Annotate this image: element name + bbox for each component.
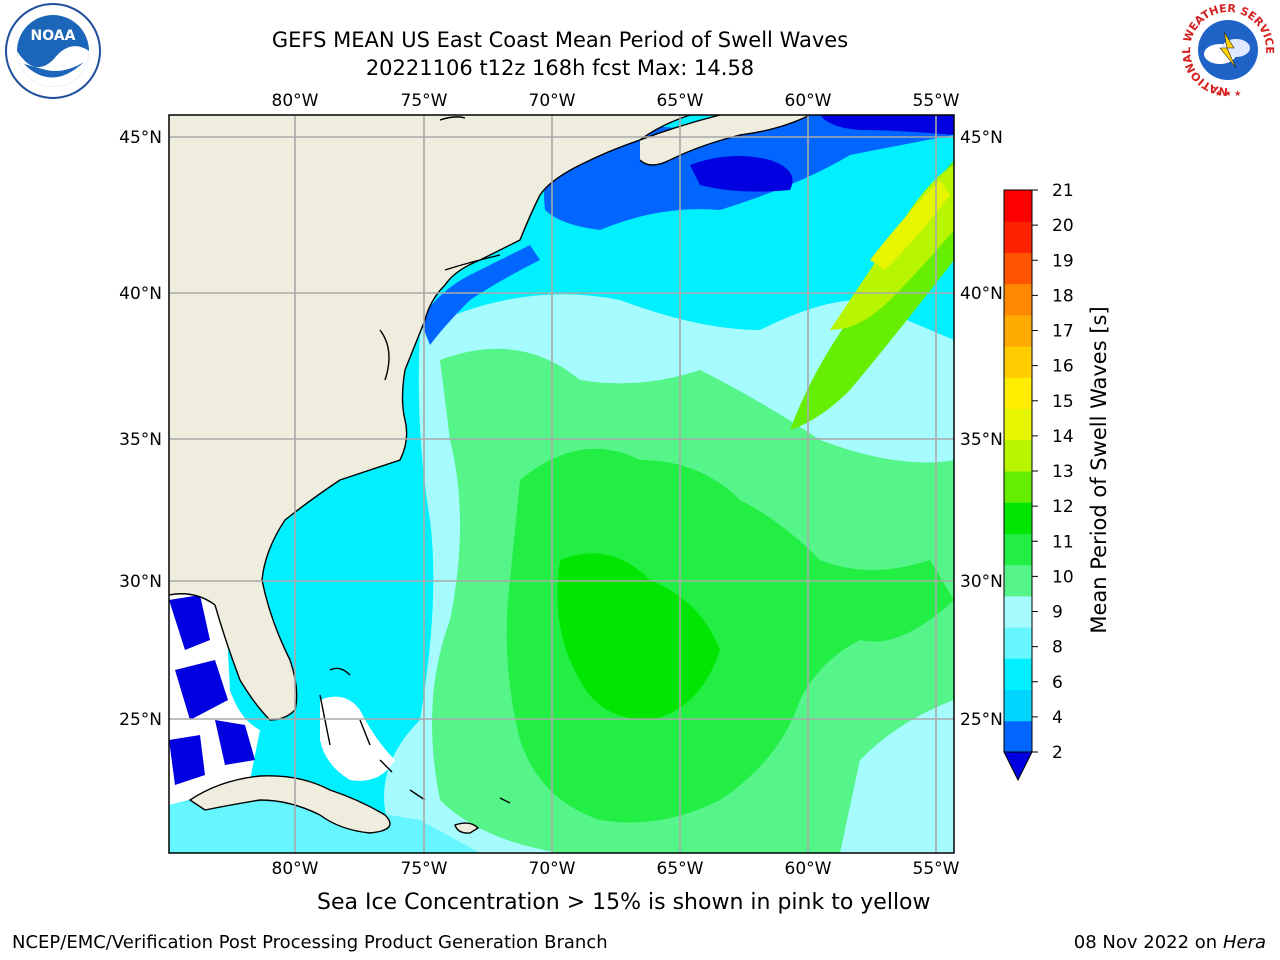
svg-text:★ ★ ★: ★ ★ ★ xyxy=(1215,89,1242,98)
lat-tick-right: 45°N xyxy=(960,128,1003,148)
noaa-logo-text: NOAA xyxy=(31,28,76,44)
colorbar-segment xyxy=(1004,221,1032,253)
colorbar-tick-label: 19 xyxy=(1052,251,1074,271)
lat-tick-left: 45°N xyxy=(119,128,162,148)
colorbar-segment xyxy=(1004,190,1032,222)
colorbar-segment xyxy=(1004,377,1032,410)
footer-datestamp: 08 Nov 2022 on Hera xyxy=(1074,932,1266,953)
colorbar-tick-label: 6 xyxy=(1052,673,1063,693)
lat-ticks-left: 45°N 40°N 35°N 30°N 25°N xyxy=(119,128,162,730)
gulf-blue-patches xyxy=(169,595,255,785)
lon-tick-bottom: 70°W xyxy=(529,859,576,879)
map-frame xyxy=(168,114,955,854)
colorbar-segment xyxy=(1004,283,1032,316)
lon-tick-top: 55°W xyxy=(913,91,960,111)
lat-tick-right: 30°N xyxy=(960,572,1003,592)
colorbar-segment xyxy=(1004,720,1032,753)
lat-tick-left: 40°N xyxy=(119,284,162,304)
colorbar-segment xyxy=(1004,408,1032,441)
lon-tick-bottom: 60°W xyxy=(785,859,832,879)
map-field xyxy=(169,115,954,853)
colorbar-tick-label: 18 xyxy=(1052,286,1074,306)
colorbar-tick-label: 21 xyxy=(1052,181,1074,201)
footer-credit: NCEP/EMC/Verification Post Processing Pr… xyxy=(12,932,608,953)
footer-date: 08 Nov 2022 on xyxy=(1073,932,1218,953)
colorbar-tick-label: 20 xyxy=(1052,216,1074,236)
colorbar-segment xyxy=(1004,471,1032,503)
colorbar-tick-label: 10 xyxy=(1052,567,1074,587)
lon-tick-top: 75°W xyxy=(401,91,448,111)
footer-host: Hera xyxy=(1222,932,1266,953)
lon-tick-top: 70°W xyxy=(529,91,576,111)
lat-tick-left: 35°N xyxy=(119,430,162,450)
colorbar-tick-label: 2 xyxy=(1052,743,1063,763)
colorbar-segment xyxy=(1004,252,1032,285)
lat-tick-right: 40°N xyxy=(960,284,1003,304)
swell-band-max xyxy=(870,180,950,270)
nws-logo: NATIONAL WEATHER SERVICE ★ ★ ★ xyxy=(1180,2,1276,98)
lon-tick-top: 80°W xyxy=(272,91,319,111)
gridlines xyxy=(169,115,954,853)
colorbar-segment xyxy=(1004,314,1032,347)
lon-tick-bottom: 55°W xyxy=(913,859,960,879)
swell-region-deep-blue xyxy=(690,156,793,192)
colorbar-tick-label: 16 xyxy=(1052,357,1074,377)
lon-ticks-bottom: 80°W 75°W 70°W 65°W 60°W 55°W xyxy=(272,859,960,879)
swell-region-deep-blue-2 xyxy=(820,115,954,135)
colorbar-segment xyxy=(1004,595,1032,628)
colorbar-tick-label: 11 xyxy=(1052,532,1074,552)
bahamas-masked-area xyxy=(320,696,395,781)
land-cuba xyxy=(190,775,390,833)
lon-ticks-top: 80°W 75°W 70°W 65°W 60°W 55°W xyxy=(272,91,960,111)
coastlines xyxy=(169,115,811,834)
colorbar-segment xyxy=(1004,533,1032,566)
land-caribbean-island xyxy=(455,823,478,834)
chart-title: GEFS MEAN US East Coast Mean Period of S… xyxy=(271,28,849,52)
colorbar-ticks: 21 20 19 18 17 16 15 14 13 12 11 10 9 8 6 4 2 xyxy=(1032,181,1074,763)
colorbar-segment xyxy=(1004,346,1032,378)
colorbar-tick-label: 9 xyxy=(1052,603,1063,623)
lat-ticks-right: 45°N 40°N 35°N 30°N 25°N xyxy=(960,128,1003,730)
colorbar-label: Mean Period of Swell Waves [s] xyxy=(1087,306,1111,633)
caribbean-region xyxy=(169,796,480,853)
noaa-logo: NOAA xyxy=(5,3,101,99)
land-north-america xyxy=(169,115,690,720)
lon-tick-bottom: 75°W xyxy=(401,859,448,879)
lon-tick-top: 60°W xyxy=(785,91,832,111)
swell-region-coastal-blue xyxy=(420,245,540,345)
colorbar-segment xyxy=(1004,689,1032,722)
lat-tick-right: 35°N xyxy=(960,430,1003,450)
colorbar-tick-label: 15 xyxy=(1052,392,1074,412)
lat-tick-left: 25°N xyxy=(119,710,162,730)
swell-region-dark-green xyxy=(506,448,954,823)
lon-tick-bottom: 65°W xyxy=(657,859,704,879)
lat-tick-right: 25°N xyxy=(960,710,1003,730)
colorbar-tick-label: 17 xyxy=(1052,322,1074,342)
colorbar-segment xyxy=(1004,439,1032,472)
colorbar-segment xyxy=(1004,627,1032,659)
chart-subtitle: 20221106 t12z 168h fcst Max: 14.58 xyxy=(365,56,755,80)
lat-tick-left: 30°N xyxy=(119,572,162,592)
colorbar-tick-label: 4 xyxy=(1052,708,1063,728)
colorbar-segment xyxy=(1004,564,1032,597)
colorbar-segment xyxy=(1004,502,1032,534)
land-maritimes xyxy=(640,115,810,165)
colorbar-tick-label: 12 xyxy=(1052,497,1074,517)
colorbar xyxy=(1003,189,1033,782)
colorbar-underflow-triangle xyxy=(1003,751,1033,782)
lon-tick-top: 65°W xyxy=(657,91,704,111)
colorbar-segment xyxy=(1004,658,1032,691)
colorbar-tick-label: 8 xyxy=(1052,638,1063,658)
colorbar-tick-label: 14 xyxy=(1052,427,1074,447)
lon-tick-bottom: 80°W xyxy=(272,859,319,879)
sea-ice-caption: Sea Ice Concentration > 15% is shown in … xyxy=(317,890,931,915)
colorbar-tick-label: 13 xyxy=(1052,462,1074,482)
